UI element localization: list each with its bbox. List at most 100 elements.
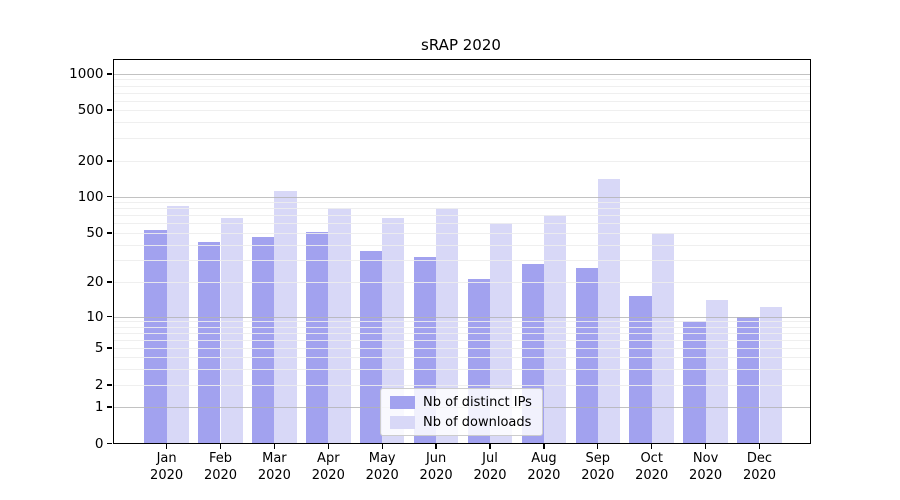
x-tick-mark [597,444,599,449]
x-tick-label: Jan 2020 [150,451,184,483]
major-gridline [112,74,811,75]
bar-distinct-ips [683,321,706,444]
x-tick-mark [219,444,222,449]
minor-gridline [112,215,811,217]
minor-gridline [112,244,811,246]
y-tick-mark [107,315,112,318]
x-tick-label: Mar 2020 [257,451,291,483]
y-tick-label: 1000 [69,66,104,82]
minor-gridline [112,339,811,341]
x-tick-mark [758,444,761,449]
y-tick-mark [107,406,112,408]
y-tick-mark [107,109,112,111]
bar-downloads [166,205,189,444]
x-tick-label: Dec 2020 [742,451,777,483]
y-tick-label: 50 [86,225,104,241]
minor-gridline [112,233,811,234]
y-tick-label: 500 [77,102,104,118]
bar-downloads [220,218,243,444]
x-tick-label: Nov 2020 [689,451,723,483]
minor-gridline [112,357,811,358]
minor-gridline [112,223,811,225]
y-tick-mark [107,232,112,234]
y-tick-label: 2 [94,377,104,393]
y-tick-label: 1 [94,399,104,415]
legend-item: Nb of distinct IPs [390,395,533,410]
y-tick-mark [107,347,112,349]
minor-gridline [112,92,811,94]
y-tick-label: 10 [86,308,104,325]
bar-distinct-ips [575,267,598,444]
x-tick-mark [381,444,383,449]
bar-downloads [705,299,728,444]
minor-gridline [112,348,811,349]
x-tick-mark [165,444,168,449]
y-tick-mark [107,442,112,445]
minor-gridline [112,110,811,111]
bar-distinct-ips [629,296,652,444]
x-tick-mark [327,444,329,449]
plot-frame [112,59,811,444]
x-tick-mark [435,444,437,449]
x-tick-mark [651,444,653,449]
x-tick-label: Feb 2020 [203,451,238,483]
x-tick-mark [273,444,276,449]
minor-gridline [112,332,811,334]
minor-gridline [112,122,811,124]
minor-gridline [112,385,811,386]
y-tick-label: 0 [94,435,104,452]
minor-gridline [112,368,811,370]
legend-swatch [390,415,415,429]
major-gridline [112,196,811,198]
x-tick-label: Oct 2020 [635,451,669,483]
bar-downloads [651,233,674,444]
legend-label: Nb of downloads [423,414,532,430]
bar-downloads [759,307,782,444]
major-gridline [112,316,811,318]
y-tick-mark [107,160,112,162]
minor-gridline [112,138,811,140]
x-tick-label: Sep 2020 [581,451,615,483]
bar-distinct-ips [737,316,760,444]
bar-downloads [328,207,351,444]
bar-downloads [597,178,621,444]
x-tick-label: Apr 2020 [311,451,345,483]
minor-gridline [112,326,811,328]
minor-gridline [112,202,811,204]
x-tick-label: Jul 2020 [473,451,507,483]
minor-gridline [112,260,811,262]
minor-gridline [112,282,811,283]
y-tick-label: 200 [77,153,104,169]
bar-distinct-ips [359,250,383,444]
legend-label: Nb of distinct IPs [423,394,532,410]
legend-swatch [390,395,415,409]
y-tick-mark [107,384,112,386]
y-tick-mark [107,73,112,75]
x-tick-label: Aug 2020 [527,451,561,483]
x-tick-mark [489,444,491,449]
y-tick-mark [107,281,112,283]
bar-distinct-ips [252,237,275,444]
bar-downloads [543,214,567,444]
minor-gridline [112,321,811,323]
bar-distinct-ips [306,231,329,444]
bar-distinct-ips [144,229,167,444]
y-tick-mark [107,195,112,198]
x-tick-mark [543,444,545,449]
x-tick-label: May 2020 [365,451,399,483]
bar-distinct-ips [198,242,221,444]
legend-item: Nb of downloads [390,415,533,430]
legend: Nb of distinct IPs Nb of downloads [380,388,543,436]
minor-gridline [112,100,811,102]
x-tick-mark [704,444,707,449]
minor-gridline [112,79,811,81]
chart-title: sRAP 2020 [421,36,501,54]
minor-gridline [112,208,811,210]
x-tick-label: Jun 2020 [419,451,453,483]
y-tick-label: 20 [86,274,104,290]
y-tick-label: 100 [77,188,104,205]
y-tick-label: 5 [94,340,104,356]
minor-gridline [112,161,811,162]
minor-gridline [112,85,811,87]
